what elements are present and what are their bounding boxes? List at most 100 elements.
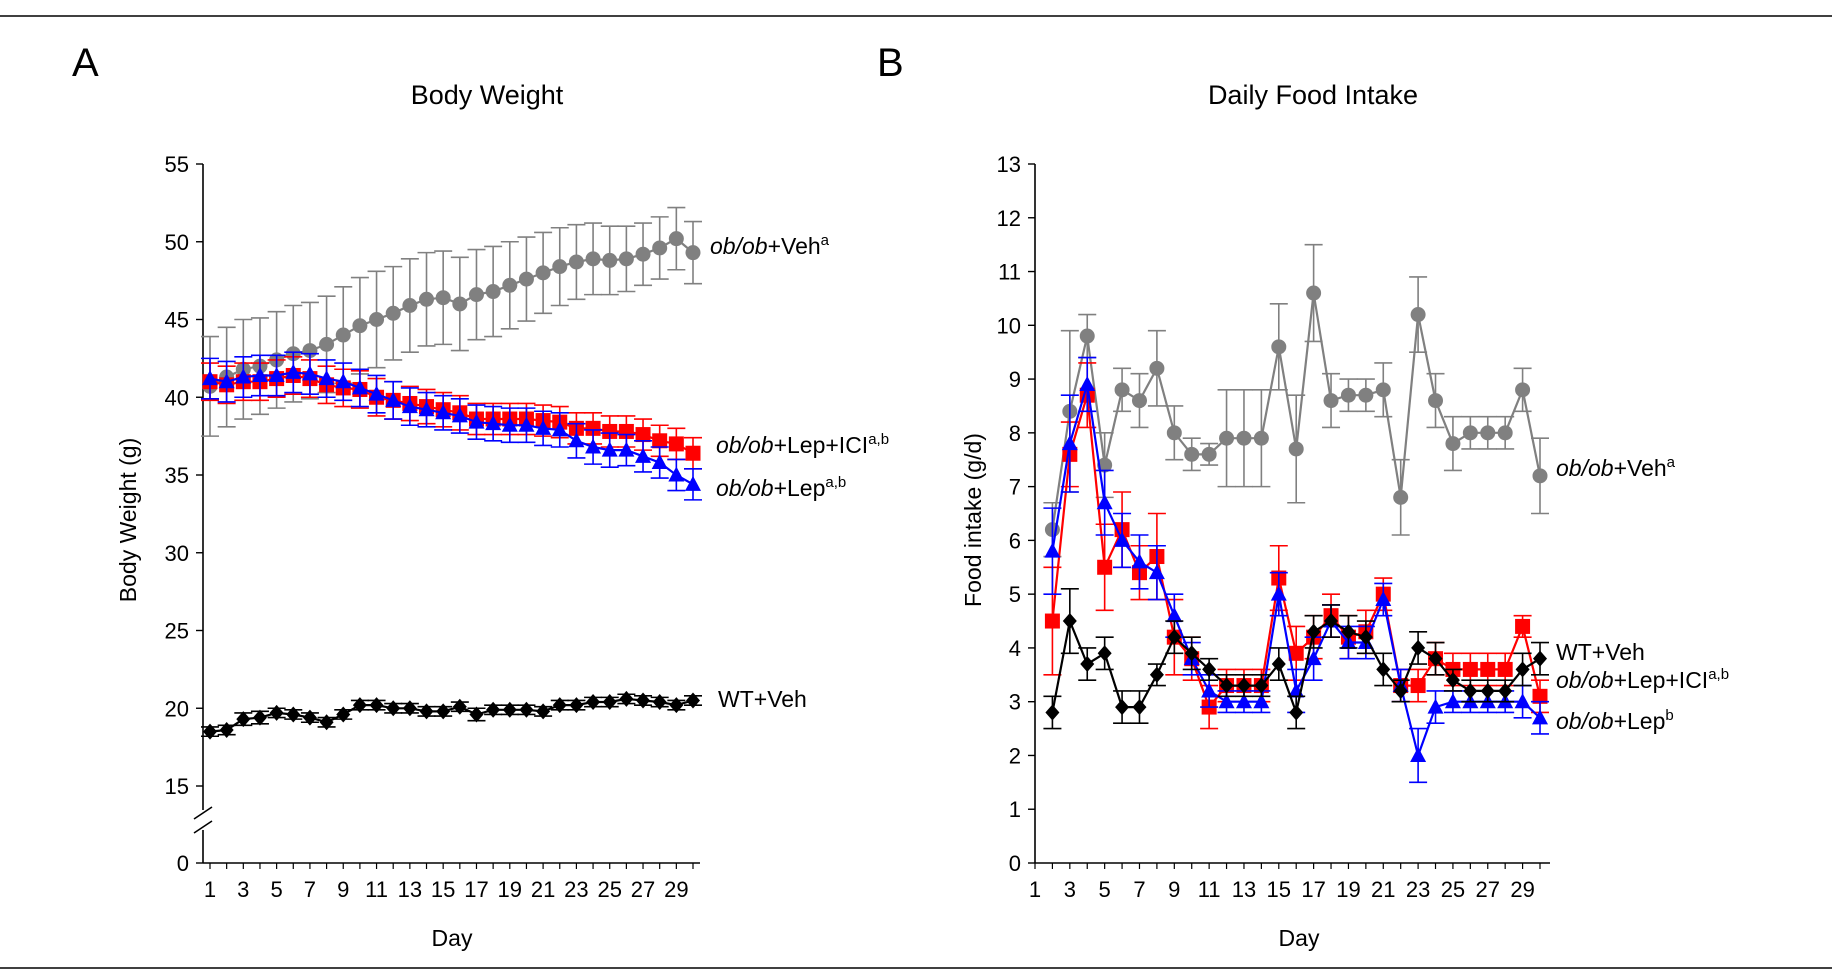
data-point [1532,688,1548,704]
series-label-superscript: b [1665,707,1673,724]
data-point [1114,531,1131,547]
data-point [202,370,218,386]
data-point [486,701,501,718]
x-tick-label: 15 [1267,877,1291,902]
data-point [1305,650,1322,666]
panel-a-x-axis-label: Day [432,925,473,951]
data-point [535,419,552,435]
y-tick-label: 0 [177,851,189,876]
data-point [535,265,551,281]
data-point [602,252,618,268]
data-point [469,706,484,723]
data-point [652,433,668,449]
series-label-ob-ob-veh: ob/ob+Veha [1556,454,1676,481]
y-tick-label: 7 [1009,475,1021,500]
data-point [585,251,601,267]
data-point [1097,559,1113,575]
data-point [301,365,318,381]
series-label-italic: ob/ob [716,475,774,501]
series-label-italic: ob/ob [1556,708,1614,734]
data-point [1514,693,1531,709]
data-point [302,709,317,726]
series-label-ob-ob-lep: ob/ob+Lepa,b [716,474,846,501]
y-tick-label: 40 [165,385,189,410]
data-point [1236,430,1252,446]
series-label-text: +Lep+ICI [1614,667,1709,693]
panel-b-x-axis-label: Day [1279,925,1320,951]
data-point [1410,307,1426,323]
y-tick-label: 2 [1009,743,1021,768]
data-point [336,706,351,723]
data-point [1306,623,1321,640]
data-point [635,427,651,443]
series-label-ob-ob-lep-ici: ob/ob+Lep+ICIa,b [1556,666,1729,693]
x-tick-label: 5 [270,877,282,902]
series-label-ob-ob-lep: ob/ob+Lepb [1556,707,1674,734]
series-label-superscript: a,b [825,474,846,491]
data-point [319,714,334,731]
y-tick-label: 13 [997,152,1021,177]
y-tick-label: 15 [165,774,189,799]
data-point [585,420,601,436]
panel-b-title: Daily Food Intake [1208,80,1418,110]
data-point [1288,441,1304,457]
data-point [519,701,534,718]
y-tick-label: 35 [165,463,189,488]
series-label-text: WT+Veh [1556,639,1645,665]
data-point [568,254,584,270]
y-tick-label: 50 [165,230,189,255]
series-wt-veh [201,690,702,740]
data-point [369,697,384,714]
data-point [1323,393,1339,409]
data-point [1288,645,1304,661]
series-label-wt-veh: WT+Veh [718,686,807,712]
data-point [1393,682,1408,699]
data-point [485,415,502,431]
data-point [1167,629,1182,646]
data-point [335,373,352,389]
data-point [385,305,401,321]
data-point [1498,682,1513,699]
data-point [1533,650,1547,667]
panel-a-y-axis-label: Body Weight (g) [115,438,141,602]
data-point [1376,661,1391,678]
y-tick-label: 4 [1009,636,1021,661]
series-label-text: +Lep [1614,708,1666,734]
data-point [1219,677,1234,694]
x-tick-label: 11 [365,877,388,902]
data-point [568,432,585,448]
data-point [451,407,468,423]
data-point [1235,693,1252,709]
series-ob-ob-veh [1043,243,1549,558]
data-point [252,709,267,726]
data-point [551,421,568,437]
data-point [402,298,418,314]
data-point [402,700,417,717]
x-tick-label: 27 [1476,877,1500,902]
x-tick-label: 11 [1198,877,1221,902]
data-point [1044,542,1061,558]
data-point [386,700,401,717]
data-point [468,287,484,303]
series-label-text: +Lep+ICI [774,432,869,458]
x-tick-label: 25 [1441,877,1465,902]
data-point [518,271,534,287]
data-point [352,697,367,714]
y-tick-label: 25 [165,619,189,644]
data-point [552,259,568,275]
data-point [1375,382,1391,398]
y-tick-label: 5 [1009,582,1021,607]
data-point [385,391,402,407]
data-point [452,698,467,715]
data-point [1497,425,1513,441]
data-point [1097,645,1112,662]
x-tick-label: 9 [337,877,349,902]
data-point [585,438,602,454]
x-tick-label: 29 [664,877,688,902]
data-point [1480,661,1496,677]
data-point [1044,613,1060,629]
data-point [536,703,551,720]
data-point [1079,328,1095,344]
